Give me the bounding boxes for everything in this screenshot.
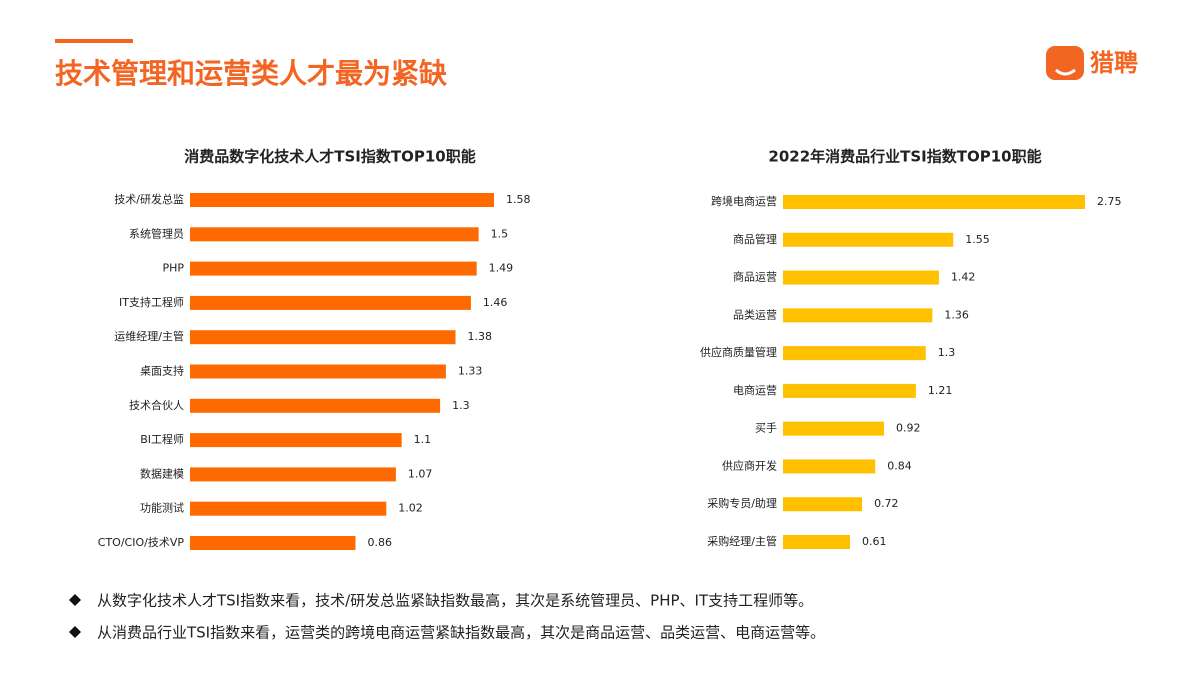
value-label: 1.1 — [414, 433, 432, 446]
bar — [190, 330, 456, 345]
note: 从数字化技术人才TSI指数来看，技术/研发总监紧缺指数最高，其次是系统管理员、P… — [97, 592, 813, 610]
category-label: 功能测试 — [140, 501, 184, 515]
bar — [783, 497, 863, 512]
chart-title: 2022年消费品行业TSI指数TOP10职能 — [768, 148, 1041, 166]
bar — [783, 535, 850, 549]
value-label: 1.02 — [398, 502, 423, 515]
value-label: 0.72 — [874, 497, 899, 510]
value-label: 1.49 — [489, 262, 514, 275]
bar — [783, 270, 939, 285]
bar — [783, 459, 876, 474]
bar — [190, 227, 479, 242]
value-label: 1.55 — [965, 233, 990, 246]
value-label: 0.61 — [862, 535, 887, 548]
slide-title: 技术管理和运营类人才最为紧缺 — [55, 57, 448, 90]
bar — [783, 383, 916, 398]
bar — [783, 421, 885, 436]
category-label: 技术/研发总监 — [114, 192, 184, 206]
value-label: 1.42 — [951, 271, 976, 284]
bar — [190, 364, 446, 379]
value-label: 1.21 — [928, 384, 953, 397]
logo-text: 猎聘 — [1090, 49, 1138, 77]
category-label: 系统管理员 — [129, 226, 184, 240]
value-label: 0.84 — [887, 459, 912, 472]
category-label: 技术合伙人 — [129, 398, 184, 412]
bullet — [69, 626, 81, 638]
value-label: 1.58 — [506, 193, 531, 206]
category-label: CTO/CIO/技术VP — [98, 536, 185, 549]
value-label: 2.75 — [1097, 195, 1122, 208]
value-label: 1.46 — [483, 296, 508, 309]
bar — [190, 398, 441, 413]
category-label: 商品运营 — [733, 270, 777, 284]
value-label: 1.33 — [458, 365, 483, 378]
bar — [783, 232, 954, 247]
value-label: 0.86 — [367, 536, 392, 549]
category-label: 电商运营 — [733, 383, 777, 397]
bar — [190, 467, 396, 482]
value-label: 1.38 — [468, 330, 493, 343]
logo-mark — [1055, 68, 1076, 76]
category-label: 跨境电商运营 — [711, 194, 777, 208]
category-label: 品类运营 — [733, 307, 777, 321]
bar — [783, 195, 1085, 209]
category-label: 供应商开发 — [722, 458, 777, 472]
bar — [190, 295, 471, 310]
category-label: 运维经理/主管 — [114, 329, 184, 343]
value-label: 1.36 — [944, 308, 969, 321]
note: 从消费品行业TSI指数来看，运营类的跨境电商运营紧缺指数最高，其次是商品运营、品… — [97, 624, 825, 642]
value-label: 1.3 — [452, 399, 470, 412]
category-label: IT支持工程师 — [119, 295, 184, 309]
category-label: 数据建模 — [140, 466, 184, 480]
bar — [190, 193, 494, 207]
value-label: 1.3 — [938, 346, 956, 359]
bar — [190, 536, 356, 550]
bar — [190, 501, 387, 516]
category-label: 采购经理/主管 — [707, 534, 777, 548]
category-label: 商品管理 — [733, 232, 777, 246]
bar — [783, 346, 926, 361]
category-label: PHP — [162, 262, 184, 275]
title-accent — [55, 39, 133, 43]
bullet — [69, 594, 81, 606]
category-label: 采购专员/助理 — [707, 496, 777, 510]
chart-title: 消费品数字化技术人才TSI指数TOP10职能 — [184, 148, 475, 166]
value-label: 0.92 — [896, 422, 921, 435]
category-label: 桌面支持 — [140, 364, 184, 378]
bar — [783, 308, 933, 323]
bar — [190, 261, 477, 276]
category-label: 买手 — [755, 421, 777, 435]
category-label: BI工程师 — [140, 433, 184, 446]
bar — [190, 433, 402, 448]
value-label: 1.07 — [408, 467, 433, 480]
value-label: 1.5 — [491, 227, 509, 240]
category-label: 供应商质量管理 — [700, 345, 777, 359]
